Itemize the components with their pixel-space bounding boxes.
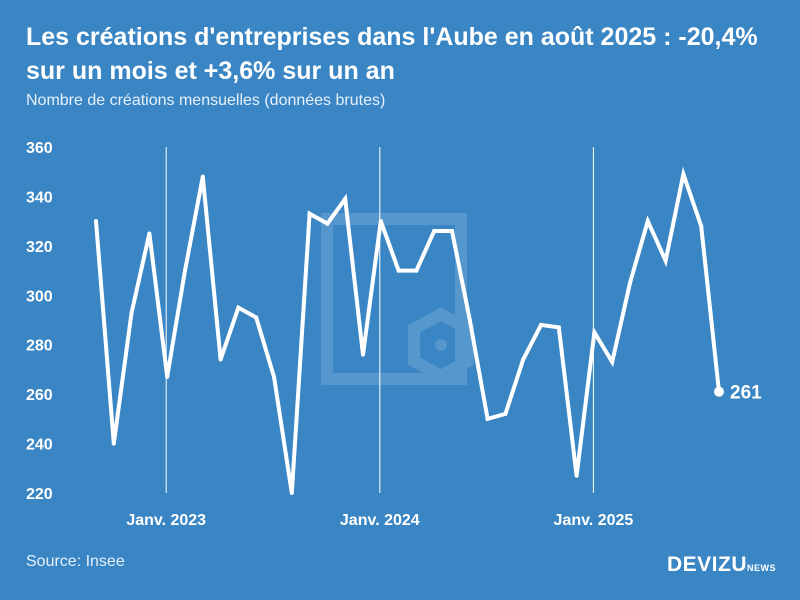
y-tick-label: 360 [26,140,53,157]
brand-logo: DEVIZUNEWS [667,553,776,577]
last-point-marker [714,386,724,397]
data-point [699,224,704,229]
data-point [147,231,152,236]
data-point [503,411,508,416]
data-point [450,229,454,234]
y-tick-label: 320 [26,239,53,256]
series-line [94,166,721,494]
chart-title: Les créations d'entreprises dans l'Aube … [26,23,758,85]
data-point [663,258,668,263]
data-point [467,318,472,322]
brand-logo-main: DEVIZU [666,553,747,576]
y-tick-label: 260 [26,387,53,404]
y-tick-label: 240 [26,437,53,454]
data-point [129,310,134,315]
x-tick-label: Janv. 2024 [340,512,420,529]
data-point [539,322,543,327]
data-point [307,211,312,216]
chart-subtitle: Nombre de créations mensuelles (données … [26,92,386,109]
y-tick-label: 340 [26,189,53,206]
data-point [610,360,615,365]
last-value-label: 261 [730,383,762,404]
data-point [645,219,650,224]
watermark-logo [321,213,474,385]
data-point [574,473,579,478]
data-point [272,374,276,379]
brand-logo-sub: NEWS [747,563,776,573]
x-tick-label: Janv. 2023 [126,512,206,529]
data-point [236,305,241,310]
x-tick-label: Janv. 2025 [554,512,634,529]
data-point [325,221,330,226]
y-axis: 220 240 260 280 300 320 340 360 [26,140,53,503]
x-axis: Janv. 2023 Janv. 2024 Janv. 2025 [126,147,633,529]
y-tick-label: 220 [26,486,53,503]
data-point [432,229,437,234]
data-point [289,491,294,495]
y-tick-label: 280 [26,338,53,355]
data-point [183,268,187,273]
data-point [94,219,98,224]
watermark-dot [435,339,447,351]
data-point [628,280,632,285]
data-point [218,357,223,362]
data-point [200,174,205,179]
data-point [556,325,561,330]
source-note: Source: Insee [26,553,125,570]
data-point [165,374,170,379]
y-tick-label: 300 [26,288,53,305]
data-point [111,441,116,446]
data-point [485,416,490,421]
data-point [681,172,686,177]
data-point [361,352,365,357]
data-point [521,357,526,362]
data-point [592,330,597,335]
data-point [343,196,348,201]
data-point [414,268,419,273]
data-point [254,315,259,320]
data-points [94,172,721,495]
data-point [378,219,383,224]
data-point [396,268,401,273]
